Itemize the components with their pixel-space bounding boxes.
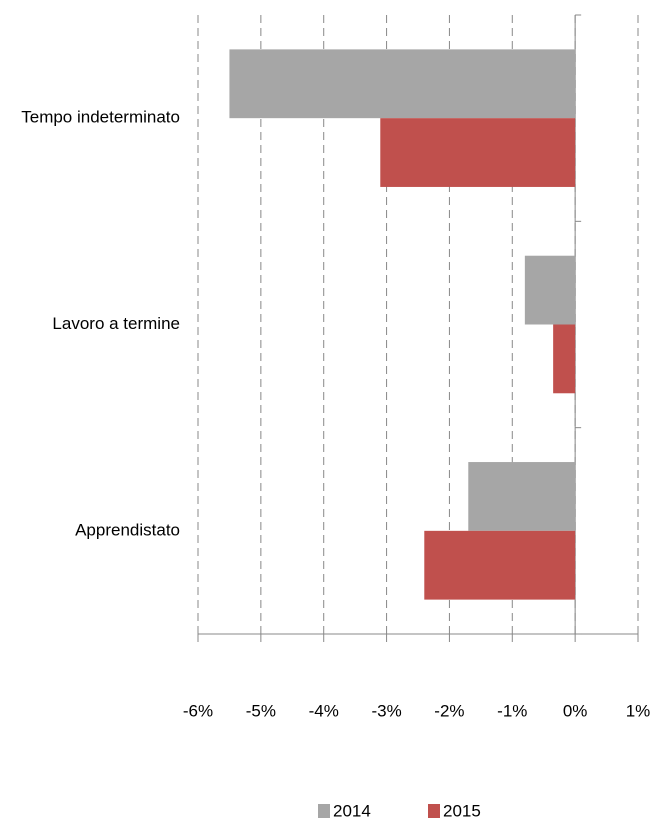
x-tick-label: -2% xyxy=(434,701,464,720)
x-tick-label: 0% xyxy=(563,701,588,720)
legend-label: 2015 xyxy=(443,801,481,820)
bar xyxy=(229,49,576,119)
x-tick-label: -6% xyxy=(183,701,213,720)
bar xyxy=(468,462,576,531)
bar xyxy=(553,324,576,394)
x-tick-label: 1% xyxy=(626,701,651,720)
y-tick-label: Apprendistato xyxy=(75,520,180,539)
legend-swatch xyxy=(428,804,440,818)
y-tick-label: Lavoro a termine xyxy=(52,314,180,333)
bar xyxy=(424,530,576,600)
x-tick-label: -3% xyxy=(371,701,401,720)
x-tick-label: -5% xyxy=(246,701,276,720)
bar xyxy=(380,118,576,187)
x-tick-label: -4% xyxy=(309,701,339,720)
y-tick-label: Tempo indeterminato xyxy=(21,108,180,127)
legend-label: 2014 xyxy=(333,801,371,820)
bar xyxy=(524,255,576,325)
x-tick-label: -1% xyxy=(497,701,527,720)
legend-swatch xyxy=(318,804,330,818)
